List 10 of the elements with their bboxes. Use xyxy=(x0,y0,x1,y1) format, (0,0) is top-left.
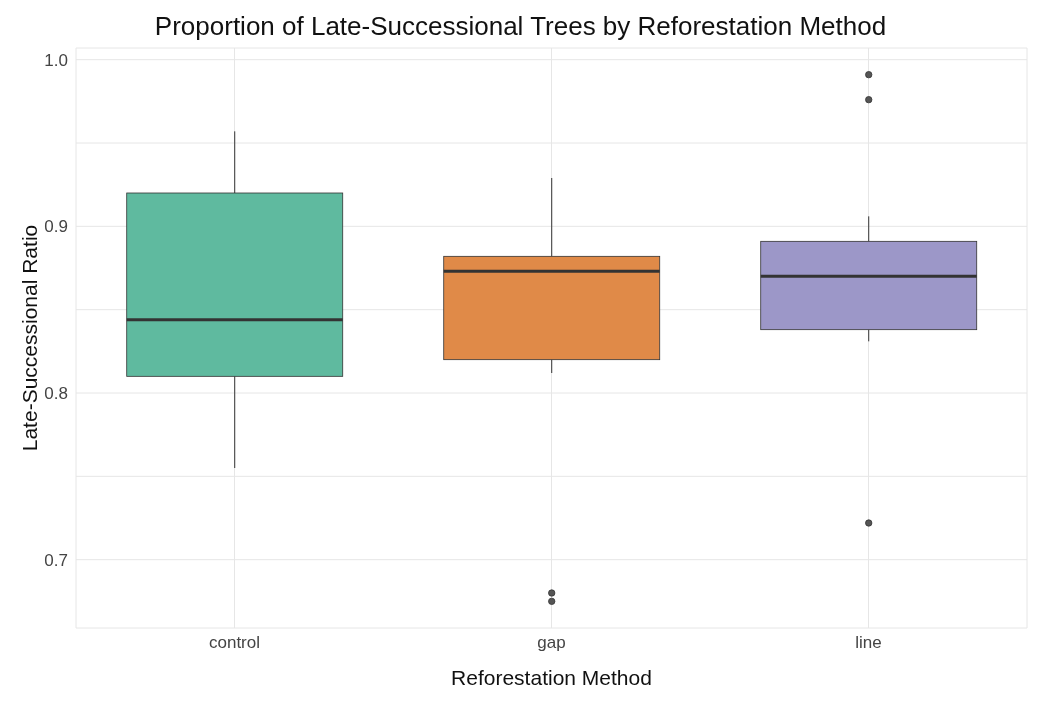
x-tick-label: control xyxy=(208,633,261,653)
x-axis-title: Reforestation Method xyxy=(451,665,652,689)
y-tick-label: 0.9 xyxy=(44,217,68,237)
y-tick-label: 0.8 xyxy=(44,384,68,404)
chart-title: Proportion of Late-Successional Trees by Reforestation Method xyxy=(153,10,888,43)
x-tick-label: line xyxy=(855,633,882,653)
y-tick-label: 0.7 xyxy=(44,550,68,570)
y-tick-label: 1.0 xyxy=(44,50,68,70)
y-axis-title: Late-Successional Ratio xyxy=(18,224,42,452)
x-tick-label: gap xyxy=(537,633,566,653)
